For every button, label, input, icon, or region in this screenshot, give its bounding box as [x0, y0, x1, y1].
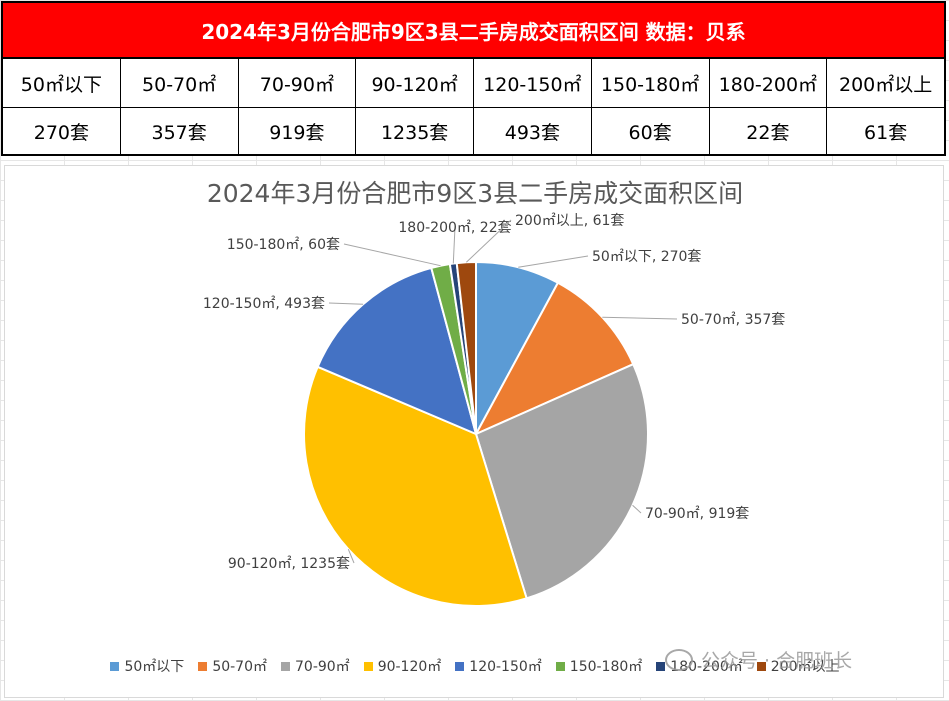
leader-line — [452, 226, 456, 264]
header-cell: 50㎡以下 — [3, 59, 121, 107]
legend-swatch — [281, 661, 290, 671]
data-label: 50-70㎡, 357套 — [681, 312, 785, 328]
watermark: 公众号 · 合肥班长 — [665, 646, 852, 673]
value-cell: 270套 — [3, 108, 121, 154]
legend-label: 150-180㎡ — [569, 659, 643, 675]
leader-line — [632, 504, 642, 514]
legend-swatch — [363, 661, 373, 671]
legend-label: 90-120㎡ — [377, 659, 442, 675]
chart-title: 2024年3月份合肥市9区3县二手房成交面积区间 — [206, 179, 744, 208]
legend-swatch — [455, 661, 465, 671]
leader-line — [328, 302, 364, 305]
header-cell: 90-120㎡ — [356, 59, 474, 107]
pie-chart: 50㎡以下, 270套 50-70㎡, 357套 70-90㎡, 919套 90-12… — [203, 213, 785, 607]
legend-item: 120-150㎡ — [455, 656, 542, 676]
leader-line — [518, 255, 589, 268]
data-label: 120-150㎡, 493套 — [203, 296, 325, 312]
legend-item: 50㎡以下 — [110, 656, 184, 676]
data-label: 90-120㎡, 1235套 — [228, 556, 350, 572]
value-cell: 493套 — [474, 108, 592, 154]
value-cell: 1235套 — [356, 108, 474, 154]
header-cell: 200㎡以上 — [838, 73, 933, 96]
pie-slice[interactable] — [303, 365, 528, 607]
legend-swatch — [198, 661, 208, 671]
data-label: 200㎡以上, 61套 — [515, 213, 624, 229]
data-label: 150-180㎡, 60套 — [227, 237, 340, 253]
header-cell: 70-90㎡ — [239, 59, 357, 107]
data-label: 50㎡以下, 270套 — [592, 249, 701, 265]
header-cell: 50-70㎡ — [121, 59, 239, 107]
legend-item: 200㎡以上 — [756, 656, 840, 676]
summary-table: 2024年3月份合肥市9区3县二手房成交面积区间 数据：贝系 50㎡以下 50-… — [1, 1, 946, 156]
legend-swatch — [756, 661, 766, 671]
pie-slice[interactable] — [473, 281, 635, 437]
data-label: 70-90㎡, 919套 — [645, 506, 749, 522]
header-cell: 150-180㎡ — [592, 59, 710, 107]
value-cell: 60套 — [592, 108, 710, 154]
legend-label: 50-70㎡ — [212, 659, 267, 675]
wechat-icon — [665, 648, 693, 671]
legend-item: 50-70㎡ — [198, 656, 267, 676]
value-cell: 61套 — [864, 121, 908, 144]
leader-line — [466, 219, 512, 263]
legend-item: 90-120㎡ — [363, 656, 442, 676]
header-cell: 180-200㎡ — [710, 59, 828, 107]
legend-swatch — [656, 661, 666, 671]
leader-line — [347, 549, 355, 564]
value-cell: 22套 — [710, 108, 828, 154]
legend-swatch — [555, 661, 565, 671]
header-cell: 120-150㎡ — [474, 59, 592, 107]
legend-item: 150-180㎡ — [555, 656, 643, 676]
pie-chart-area[interactable]: 2024年3月份合肥市9区3县二手房成交面积区间 50㎡以下, 270套 50-7… — [4, 165, 944, 698]
pie-slice[interactable] — [474, 362, 649, 600]
chart-legend: 50㎡以下 50-70㎡ 70-90㎡ 90-120㎡ 120-150㎡ 150-180㎡… — [5, 656, 945, 676]
value-cell: 919套 — [239, 108, 357, 154]
legend-label: 120-150㎡ — [469, 659, 542, 675]
legend-label: 200㎡以上 — [770, 659, 840, 675]
watermark-text: 公众号 · 合肥班长 — [701, 650, 853, 672]
leader-line — [602, 316, 678, 320]
data-label: 180-200㎡, 22套 — [398, 220, 511, 236]
legend-item: 70-90㎡ — [281, 656, 350, 676]
legend-label: 70-90㎡ — [295, 659, 350, 675]
legend-label: 50㎡以下 — [124, 659, 185, 675]
table-value-row: 270套 357套 919套 1235套 493套 60套 22套 61套 — [3, 108, 944, 154]
legend-swatch — [110, 661, 120, 671]
leader-line — [343, 243, 441, 267]
table-header-row: 50㎡以下 50-70㎡ 70-90㎡ 90-120㎡ 120-150㎡ 150… — [3, 59, 944, 108]
value-cell: 357套 — [121, 108, 239, 154]
table-title: 2024年3月份合肥市9区3县二手房成交面积区间 数据：贝系 — [3, 3, 944, 59]
pie-slice[interactable] — [316, 266, 478, 436]
